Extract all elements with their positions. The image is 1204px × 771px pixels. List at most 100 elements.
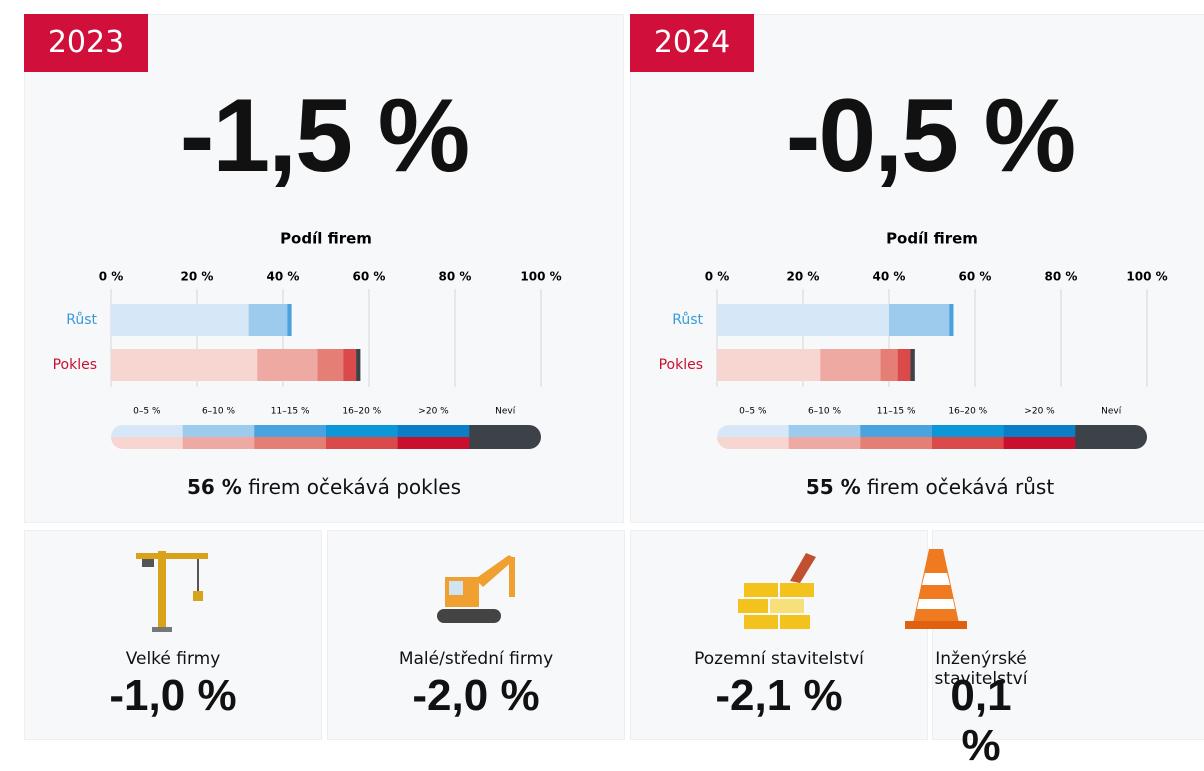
category-label: Pokles [659, 357, 703, 373]
legend-swatch [182, 437, 255, 449]
big-value: -0,5 % [785, 78, 1077, 194]
legend-swatch [1003, 437, 1076, 449]
bar-segment [910, 349, 915, 381]
legend-swatch [788, 437, 861, 449]
year-tag: 2024 [630, 14, 754, 72]
summary: 56 % firem očekává pokles [25, 475, 623, 499]
panel: 2023 -1,5 % Podíl firem 0 % 20 % 40 % 60 % 80… [24, 14, 624, 523]
bar-segment [949, 304, 954, 336]
card-value: -2,1 % [715, 671, 843, 720]
card: Malé/střední firmy -2,0 % [327, 530, 625, 740]
legend [111, 425, 541, 449]
x-tick-label: 100 % [1126, 270, 1167, 284]
legend-label: 16–20 % [342, 407, 381, 417]
legend-swatch [111, 425, 184, 437]
bar-segment [820, 349, 881, 381]
legend-label: >20 % [1024, 407, 1055, 417]
legend-label: Neví [1101, 407, 1122, 417]
card-value: 0,1 % [950, 671, 1012, 770]
legend-label: 0–5 % [133, 407, 161, 417]
legend-label: 11–15 % [271, 407, 310, 417]
category-label: Růst [672, 312, 703, 328]
legend-swatch [469, 437, 541, 449]
bar-segment [343, 349, 357, 381]
chart: Podíl firem 0 % 20 % 40 % 60 % 80 % 100 % Růst P… [53, 230, 562, 449]
legend-label: >20 % [418, 407, 449, 417]
legend-swatch [397, 437, 470, 449]
summary: 55 % firem očekává růst [631, 475, 1204, 499]
legend-swatch [1075, 425, 1147, 437]
x-tick-label: 40 % [873, 270, 906, 284]
summary-text: firem očekává růst [867, 475, 1055, 499]
legend-swatch [788, 425, 861, 437]
bar-segment [111, 349, 258, 381]
legend-swatch [1075, 437, 1147, 449]
chart-title: Podíl firem [280, 230, 372, 248]
excavator-icon [437, 555, 515, 623]
card-value: -2,0 % [412, 671, 540, 720]
bar-segment [248, 304, 288, 336]
legend-swatch [326, 437, 399, 449]
x-tick-label: 0 % [99, 270, 124, 284]
bar-segment [717, 304, 889, 336]
legend-label: 6–10 % [808, 407, 842, 417]
panel: 2024 -0,5 % Podíl firem 0 % 20 % 40 % 60 % 80… [630, 14, 1204, 523]
crane-icon [136, 551, 208, 632]
bar-segment [317, 349, 344, 381]
bar-segment [257, 349, 318, 381]
big-value: -1,5 % [179, 78, 471, 194]
bar-segment [356, 349, 361, 381]
page: {"panels": [ {"year": "2023", "value": "… [24, 14, 1204, 770]
card-value: -1,0 % [109, 671, 237, 720]
legend-swatch [717, 425, 790, 437]
bricks-icon [738, 553, 816, 629]
bar-segment [287, 304, 292, 336]
legend-swatch [182, 425, 255, 437]
x-tick-label: 40 % [267, 270, 300, 284]
legend-swatch [1003, 425, 1076, 437]
legend-label: 6–10 % [202, 407, 236, 417]
bar-segment [880, 349, 898, 381]
legend-swatch [111, 437, 184, 449]
x-tick-label: 80 % [1045, 270, 1078, 284]
legend-swatch [717, 437, 790, 449]
legend-label: 0–5 % [739, 407, 767, 417]
legend-label: 11–15 % [877, 407, 916, 417]
x-tick-label: 0 % [705, 270, 730, 284]
x-tick-label: 20 % [787, 270, 820, 284]
x-tick-label: 60 % [353, 270, 386, 284]
legend-swatch [932, 437, 1005, 449]
bar-segment [897, 349, 911, 381]
legend-swatch [326, 425, 399, 437]
legend-swatch [469, 425, 541, 437]
legend-label: 16–20 % [948, 407, 987, 417]
cone-icon [905, 549, 967, 629]
bar-segment [111, 304, 249, 336]
x-tick-label: 20 % [181, 270, 214, 284]
card-label: Velké firmy [125, 649, 221, 669]
card-label: Pozemní stavitelství [694, 649, 864, 669]
chart: Podíl firem 0 % 20 % 40 % 60 % 80 % 100 % Růst P… [659, 230, 1168, 449]
x-tick-label: 80 % [439, 270, 472, 284]
card: Velké firmy -1,0 % [24, 530, 322, 740]
legend-swatch [397, 425, 470, 437]
x-tick-label: 60 % [959, 270, 992, 284]
card: Inženýrské stavitelství 0,1 % [905, 530, 1204, 770]
legend-swatch [254, 425, 327, 437]
card: Pozemní stavitelství -2,1 % [630, 530, 928, 740]
card-label: Inženýrské stavitelství [934, 649, 1028, 689]
legend-label: Neví [495, 407, 516, 417]
summary-value: 55 % [805, 475, 861, 499]
summary-value: 56 % [187, 475, 242, 499]
legend-swatch [254, 437, 327, 449]
legend-swatch [860, 425, 933, 437]
year-tag: 2023 [24, 14, 148, 72]
bar-segment [889, 304, 950, 336]
card-label: Malé/střední firmy [398, 649, 554, 669]
legend-swatch [932, 425, 1005, 437]
legend [717, 425, 1147, 449]
summary-text: firem očekává pokles [248, 475, 461, 499]
bar-segment [717, 349, 821, 381]
category-label: Růst [66, 312, 97, 328]
x-tick-label: 100 % [520, 270, 561, 284]
